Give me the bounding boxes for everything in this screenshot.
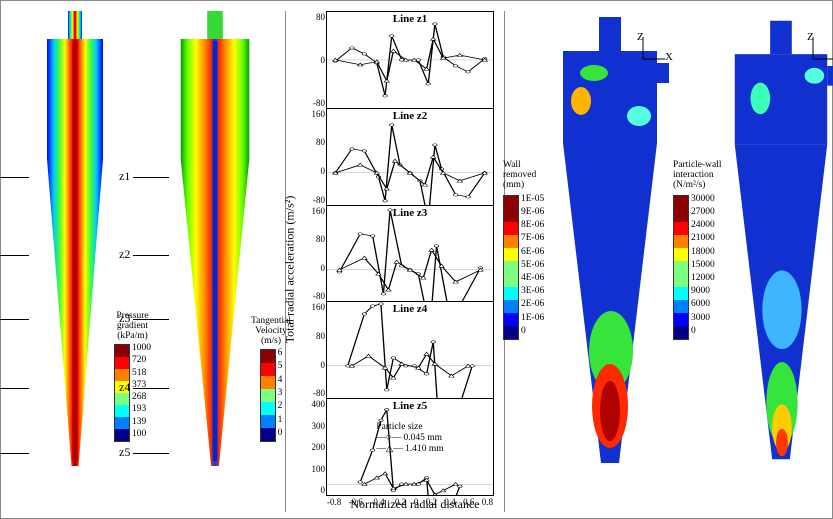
plot-svg <box>327 206 493 302</box>
legend-tick: 6000 <box>691 300 715 313</box>
axis-z: Z <box>637 31 644 43</box>
colorbar-labels-pw: 3000027000240002100018000150001200090006… <box>689 195 715 340</box>
legend-tick: 2E-06 <box>521 300 544 313</box>
panel-particle-wall: Z X Particle-wall interaction (N/m²/s) 3… <box>675 11 833 512</box>
legend-wall-removed: Wall removed (mm) 1E-059E-068E-067E-066E… <box>503 161 544 340</box>
legend-tick: 1E-05 <box>521 195 544 208</box>
legend-tick: 6 <box>278 349 283 362</box>
plot-svg <box>327 302 493 398</box>
legend-title-wall: Wall removed (mm) <box>503 161 536 191</box>
legend-tick: 4E-06 <box>521 274 544 287</box>
cone-pressure <box>40 11 110 471</box>
yticks: 800-80 <box>297 12 325 108</box>
yticks: 160800-80 <box>297 109 325 205</box>
legend-tick: 0 <box>521 327 544 340</box>
legend-tick: 1E-06 <box>521 314 544 327</box>
colorbar-labels-velocity: 6543210 <box>276 349 283 442</box>
legend-tick: 9000 <box>691 287 715 300</box>
colorbar-velocity <box>260 349 276 442</box>
legend-tick: 0 <box>278 429 283 442</box>
yticks: 160800-80 <box>297 206 325 302</box>
legend-tick: 3E-06 <box>521 287 544 300</box>
legend-tick: 12000 <box>691 274 715 287</box>
legend-tick: 3 <box>278 389 283 402</box>
legend-tick: 0 <box>691 327 715 340</box>
colorbar-wall <box>503 195 519 340</box>
panel-wall-removed: Z X Wall removed (mm) 1E-059E-068E-067E-… <box>505 11 675 512</box>
legend-tick: 2 <box>278 402 283 415</box>
colorbar-labels-wall: 1E-059E-068E-067E-066E-065E-064E-063E-06… <box>519 195 544 340</box>
legend-tick: 5E-06 <box>521 261 544 274</box>
legend-tick: 7E-06 <box>521 234 544 247</box>
subplot-Line-z2: Line z2160800-80 <box>326 109 494 206</box>
legend-tick: 5 <box>278 362 283 375</box>
axis-x: X <box>665 51 673 63</box>
z-marker: z5 <box>119 445 130 460</box>
legend-tick: 8E-06 <box>521 221 544 234</box>
legend-tick: 1 <box>278 416 283 429</box>
legend-tick: 30000 <box>691 195 715 208</box>
figure-row: z1z2z3z4z5 Pressure gradient (kPa/m) 100… <box>1 1 832 518</box>
z-marker: z4 <box>119 380 130 395</box>
subplot-Line-z3: Line z3160800-80 <box>326 206 494 303</box>
xticks: -0.8-0.6-0.4-0.200.20.40.60.8 <box>327 497 493 507</box>
axis-guide-2: Z X <box>807 35 833 68</box>
legend-tick: 27000 <box>691 208 715 221</box>
legend-tick: 21000 <box>691 234 715 247</box>
legend-tick: 4 <box>278 376 283 389</box>
plot-svg <box>327 12 493 108</box>
z-marker: z3 <box>119 311 130 326</box>
yticks: 160800-80 <box>297 302 325 398</box>
legend-tick: 6E-06 <box>521 248 544 261</box>
legend-title-pw: Particle-wall interaction (N/m²/s) <box>673 161 722 191</box>
subplot-Line-z4: Line z4160800-80 <box>326 302 494 399</box>
cyclone-particle-wall <box>721 11 833 471</box>
legend-tick: 15000 <box>691 261 715 274</box>
axis-guide-1: Z X <box>637 35 667 68</box>
colorbar-pw <box>673 195 689 340</box>
cyclone-wall-removed <box>549 11 669 471</box>
ylabel: Total radial acceleration (m/s²) <box>283 195 298 343</box>
z-marker: z1 <box>119 169 130 184</box>
yticks: 4003002001000 <box>297 399 325 495</box>
plot-svg <box>327 109 493 205</box>
legend-tick: 24000 <box>691 221 715 234</box>
subplot-Line-z1: Line z1800-80 <box>326 11 494 109</box>
legend-tick: 3000 <box>691 314 715 327</box>
series-legend: Particle size—○— 0.045 mm—△— 1.410 mm <box>376 422 443 455</box>
subplot-Line-z5: Line z54003002001000Particle size—○— 0.0… <box>326 399 494 496</box>
legend-particle-wall: Particle-wall interaction (N/m²/s) 30000… <box>673 161 722 340</box>
z-marker: z2 <box>119 247 130 262</box>
legend-tick: 9E-06 <box>521 208 544 221</box>
cone-velocity <box>176 11 254 471</box>
panel-line-plots: Total radial acceleration (m/s²) Line z1… <box>285 11 505 512</box>
legend-tick: 18000 <box>691 248 715 261</box>
panel-tangential-velocity: z1z2z3z4z5 Tangential Velocity (m/s) 654… <box>145 11 285 512</box>
axis-z2: Z <box>807 31 814 43</box>
